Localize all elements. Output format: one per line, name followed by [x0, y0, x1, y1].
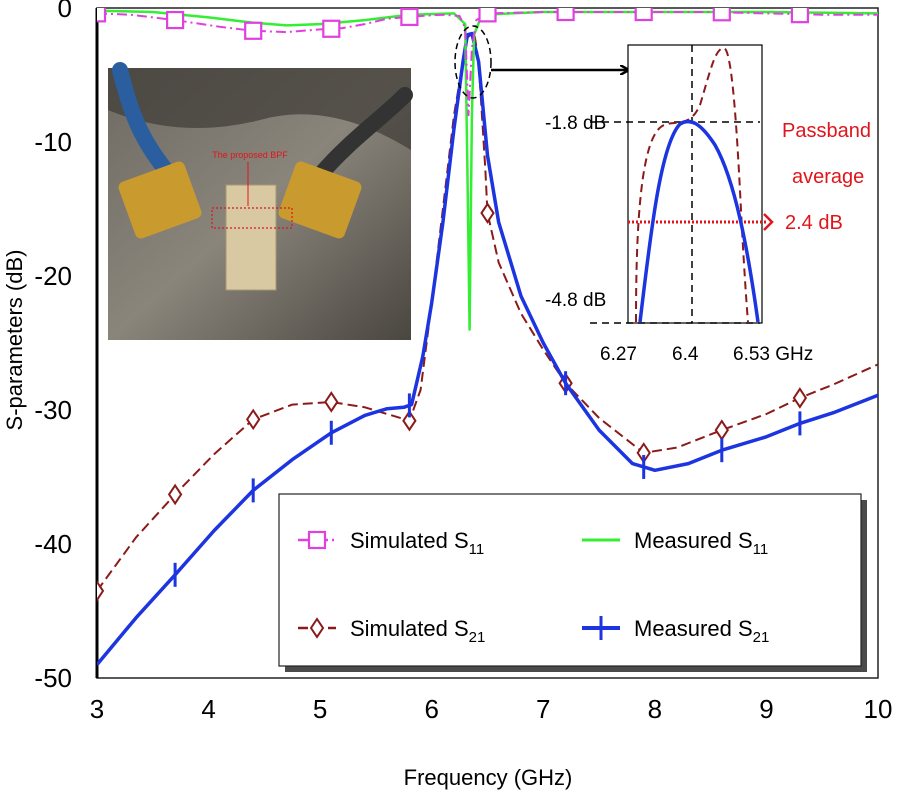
inset-y-label-bottom: -4.8 dB — [545, 290, 606, 311]
y-tick-label: -40 — [34, 529, 72, 559]
x-tick-labels: 3 4 5 6 7 8 9 10 — [90, 694, 893, 724]
inset-x-label-2: 6.4 — [672, 344, 699, 365]
simulated-s11-marker — [400, 8, 419, 27]
left-probe — [118, 161, 202, 239]
x-tick-label: 5 — [313, 694, 327, 724]
simulated-s21-marker — [324, 391, 339, 413]
resonance-highlight-ellipse — [454, 25, 492, 99]
simulated-s11-marker — [166, 10, 185, 30]
y-tick-label: 0 — [58, 0, 72, 23]
measurement-photo: The proposed BPF — [108, 62, 413, 340]
y-tick-label: -30 — [34, 395, 72, 425]
simulated-s21-marker — [480, 202, 495, 224]
y-tick-label: -10 — [34, 127, 72, 157]
simulated-s11-marker — [478, 8, 497, 23]
right-cable — [312, 87, 413, 183]
simulated-s21-marker — [245, 408, 261, 431]
y-tick-label: -50 — [34, 663, 72, 693]
passband-annotation-line3: 2.4 dB — [785, 212, 843, 234]
simulated-s11-line — [97, 11, 878, 117]
y-tick-label: -20 — [34, 261, 72, 291]
x-tick-label: 3 — [90, 694, 104, 724]
simulated-s11-marker — [97, 8, 107, 23]
simulated-s21-marker — [97, 580, 105, 602]
right-probe — [278, 161, 362, 239]
measured-s21-line — [97, 31, 878, 666]
simulated-s11-marker — [322, 19, 341, 38]
simulated-s11-marker — [307, 530, 327, 550]
simulated-s11-marker — [556, 8, 575, 22]
simulated-s11-marker — [712, 8, 731, 22]
simulated-s21-marker — [309, 617, 325, 639]
inset-y-label-top: -1.8 dB — [545, 113, 606, 134]
bpf-board — [225, 184, 277, 291]
x-tick-label: 7 — [536, 694, 550, 724]
x-tick-label: 4 — [201, 694, 215, 724]
bpf-highlight-box — [211, 207, 293, 229]
passband-annotation-line1: Passband — [782, 120, 871, 142]
series-layer — [97, 8, 878, 666]
passband-annotation-line2: average — [792, 166, 864, 188]
simulated-s11-marker — [790, 8, 810, 24]
zoom-inset: -1.8 dB -4.8 dB 6.27 6.4 6.53 GHz Passba… — [545, 44, 871, 365]
inset-x-label-3: 6.53 GHz — [733, 344, 813, 365]
simulated-s21-marker — [402, 409, 417, 432]
y-tick-labels: 0 -10 -20 -30 -40 -50 — [34, 0, 72, 693]
simulated-s21-marker — [167, 483, 183, 506]
inset-x-label-1: 6.27 — [600, 344, 637, 365]
x-tick-label: 10 — [864, 694, 893, 724]
simulated-s21-marker — [792, 387, 808, 409]
x-tick-label: 9 — [759, 694, 773, 724]
y-axis-title: S-parameters (dB) — [2, 250, 27, 431]
simulated-s11-marker — [244, 21, 263, 40]
left-cable — [112, 62, 178, 183]
x-axis-title: Frequency (GHz) — [404, 765, 573, 790]
x-tick-label: 8 — [648, 694, 662, 724]
photo-label: The proposed BPF — [212, 150, 288, 160]
simulated-s11-marker — [634, 8, 653, 22]
inset-measured-s21 — [638, 119, 760, 323]
x-tick-label: 6 — [424, 694, 438, 724]
